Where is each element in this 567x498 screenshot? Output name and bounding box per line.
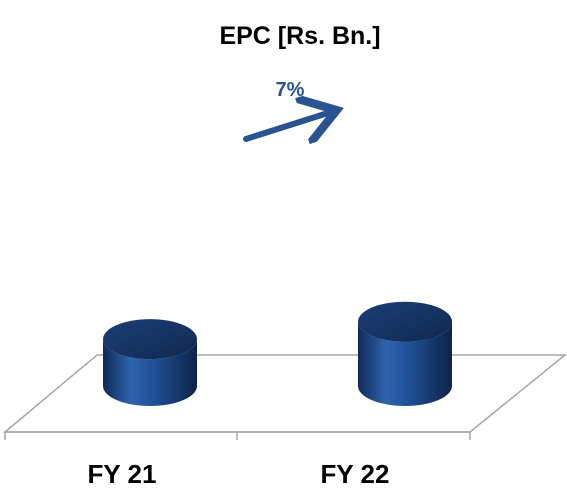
chart-floor: [2, 354, 567, 433]
growth-label: 7%: [276, 79, 305, 101]
bar-cap: [103, 319, 197, 360]
x-tick-label: FY 22: [321, 459, 390, 489]
data-label: 23.8: [123, 252, 178, 283]
bar-cap: [358, 301, 452, 342]
x-tick-label: FY 21: [88, 459, 157, 489]
data-label: 25.4: [378, 238, 433, 269]
chart-title: EPC [Rs. Bn.]: [219, 22, 380, 50]
bar-body: [103, 339, 197, 406]
bar-body: [358, 321, 452, 406]
bar: 23.8: [103, 252, 197, 406]
growth-arrow: [243, 112, 331, 139]
bar: 25.4: [358, 238, 452, 406]
